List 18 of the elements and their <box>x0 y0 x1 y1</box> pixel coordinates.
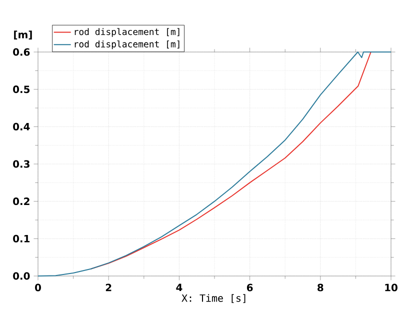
y-tick-label: 0.2 <box>13 198 30 206</box>
y-tick-label: 0.1 <box>13 234 30 242</box>
y-tick-label: 0.6 <box>13 48 30 56</box>
y-tick-label: 0.0 <box>13 272 30 280</box>
legend-label: rod displacement [m] <box>74 28 180 37</box>
x-axis-title: X: Time [s] <box>182 294 246 304</box>
y-tick-label: 0.5 <box>13 86 30 94</box>
x-tick-label: 2 <box>106 284 112 292</box>
y-tick-label: 0.3 <box>13 160 30 168</box>
line-series <box>38 52 392 276</box>
x-tick-label: 6 <box>246 284 253 292</box>
x-tick-label: 8 <box>318 284 324 292</box>
y-tick-label: 0.4 <box>13 122 30 130</box>
text: rod displacement [m] <box>74 40 180 50</box>
y-axis-title: [m] <box>14 30 32 40</box>
x-tick-label: 10 <box>385 284 398 292</box>
x-tick-label: 0 <box>35 284 41 292</box>
x-tick-label: 4 <box>176 284 182 292</box>
